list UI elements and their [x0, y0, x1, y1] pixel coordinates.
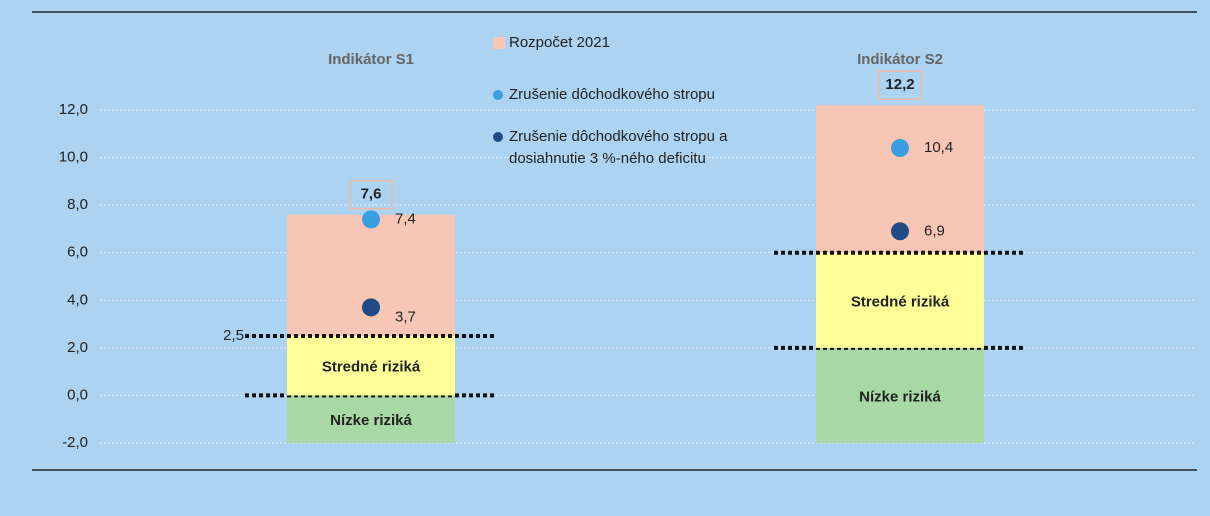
legend-item: Rozpočet 2021 [493, 32, 783, 54]
y-tick-label: 6,0 [67, 244, 88, 261]
y-tick-label: 12,0 [59, 101, 88, 118]
legend-item: Zrušenie dôchodkového stropu a dosiahnut… [493, 126, 783, 170]
legend-swatch [493, 132, 503, 142]
risk-zone-label: Stredné riziká [322, 359, 421, 376]
annotation: 2,5 [223, 327, 244, 344]
dot [891, 222, 909, 241]
legend: Rozpočet 2021 Zrušenie dôchodkového strop… [493, 32, 783, 190]
y-tick-label: 2,0 [67, 339, 88, 356]
y-tick-label: 0,0 [67, 386, 88, 403]
dot [891, 139, 909, 158]
value-label: 12,2 [885, 76, 914, 93]
category-label: Indikátor S1 [328, 51, 414, 68]
risk-zone-label: Stredné riziká [851, 293, 950, 310]
value-label: 10,4 [924, 139, 953, 156]
risk-zone [816, 347, 984, 443]
legend-label: Rozpočet 2021 [509, 34, 610, 51]
risk-zone [287, 395, 455, 443]
category-label: Indikátor S2 [857, 51, 943, 68]
legend-swatch [493, 37, 505, 49]
y-tick-label: 8,0 [67, 196, 88, 213]
value-label: 6,9 [924, 222, 945, 239]
legend-item: Zrušenie dôchodkového stropu [493, 84, 783, 106]
y-tick-label: -2,0 [62, 434, 88, 451]
y-tick-label: 10,0 [59, 149, 88, 166]
y-tick-label: 4,0 [67, 291, 88, 308]
risk-zone [816, 252, 984, 348]
value-label: 7,4 [395, 210, 416, 227]
dot [362, 298, 380, 317]
legend-label: Zrušenie dôchodkového stropu a dosiahnut… [509, 128, 728, 167]
dot [362, 210, 380, 229]
value-label: 7,6 [361, 186, 382, 203]
value-label-box [349, 179, 393, 210]
legend-label: Zrušenie dôchodkového stropu [509, 86, 715, 103]
risk-zone [287, 335, 455, 396]
legend-swatch [493, 90, 503, 100]
risk-zone-label: Nízke riziká [330, 412, 412, 429]
value-label: 3,7 [395, 308, 416, 325]
risk-zone-label: Nízke riziká [859, 388, 941, 405]
value-label-box [878, 70, 922, 100]
